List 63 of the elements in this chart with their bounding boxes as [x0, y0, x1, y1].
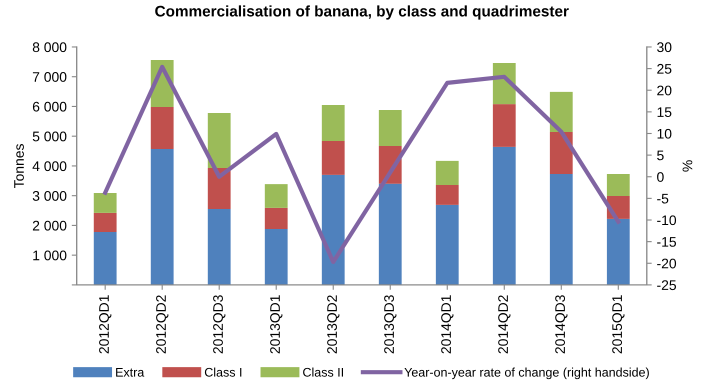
- bar: [492, 146, 516, 285]
- bar: [264, 228, 288, 285]
- legend-label: Class II: [303, 368, 343, 377]
- y2-tick-label: -15: [657, 237, 676, 247]
- bar: [436, 184, 459, 205]
- bar: [322, 104, 345, 141]
- y2-tick-label: 20: [657, 86, 672, 96]
- bar: [94, 232, 117, 285]
- y-axis-title: Tonnes: [14, 144, 24, 188]
- y2-tick-label: 0: [657, 172, 664, 182]
- x-tick-label: 2013QD2: [327, 295, 340, 354]
- y-tick-label: 1 000: [33, 250, 66, 260]
- x-tick-label: 2014QD1: [441, 295, 454, 354]
- x-tick-label: 2015QD1: [612, 295, 625, 354]
- x-tick-label: 2012QD2: [156, 295, 168, 354]
- bar: [436, 160, 459, 185]
- y2-tick-label: 30: [657, 42, 672, 52]
- legend-label: Year-on-year rate of change (right handside): [404, 368, 649, 380]
- y2-tick-label: 10: [658, 128, 672, 139]
- bar: [378, 184, 402, 285]
- y2-tick-label: -10: [657, 215, 676, 226]
- bar: [606, 218, 630, 285]
- legend-label: Class I: [204, 368, 242, 377]
- y-tick-label: 6 000: [32, 102, 66, 112]
- y-tick-label: 7 000: [32, 72, 66, 82]
- x-tick-label: 2012QD3: [213, 295, 226, 354]
- bar: [264, 184, 288, 208]
- line-series: [103, 64, 620, 264]
- y-tick-label: 3 000: [32, 191, 66, 201]
- bar: [150, 148, 174, 285]
- x-tick-label: 2014QD2: [498, 295, 510, 354]
- bar: [208, 209, 231, 285]
- y-tick-label: 5 000: [32, 132, 66, 142]
- x-tick-label: 2012QD1: [99, 295, 112, 354]
- bar: [208, 112, 231, 168]
- bar: [150, 107, 174, 149]
- bar: [264, 208, 288, 229]
- y-tick-label: 8 000: [32, 42, 66, 52]
- bar: [436, 204, 459, 285]
- bar: [550, 92, 573, 132]
- bar: [322, 174, 345, 285]
- y2-tick-label: -25: [657, 280, 676, 290]
- bar: [606, 174, 630, 196]
- bar: [322, 140, 345, 175]
- y2-tick-label: 15: [658, 107, 672, 118]
- y2-tick-label: 25: [657, 64, 672, 74]
- bar: [378, 110, 402, 146]
- legend-label: Extra: [116, 368, 144, 377]
- y2-axis-title: %: [682, 160, 692, 172]
- bar: [550, 174, 573, 285]
- x-tick-label: 2013QD3: [384, 295, 396, 354]
- bar: [492, 104, 516, 147]
- y-tick-label: 4 000: [32, 161, 66, 172]
- y-tick-label: 2 000: [32, 220, 66, 231]
- y2-tick-label: 5: [657, 150, 664, 160]
- y2-tick-label: -5: [657, 194, 668, 204]
- bar: [94, 212, 117, 232]
- bar: [94, 193, 117, 213]
- bar: [550, 132, 573, 174]
- x-tick-label: 2013QD1: [270, 295, 282, 354]
- chart-title: Commercialisation of banana, by class and quadrimester: [155, 5, 569, 20]
- x-tick-label: 2014QD3: [555, 295, 568, 354]
- y2-tick-label: -20: [657, 258, 676, 268]
